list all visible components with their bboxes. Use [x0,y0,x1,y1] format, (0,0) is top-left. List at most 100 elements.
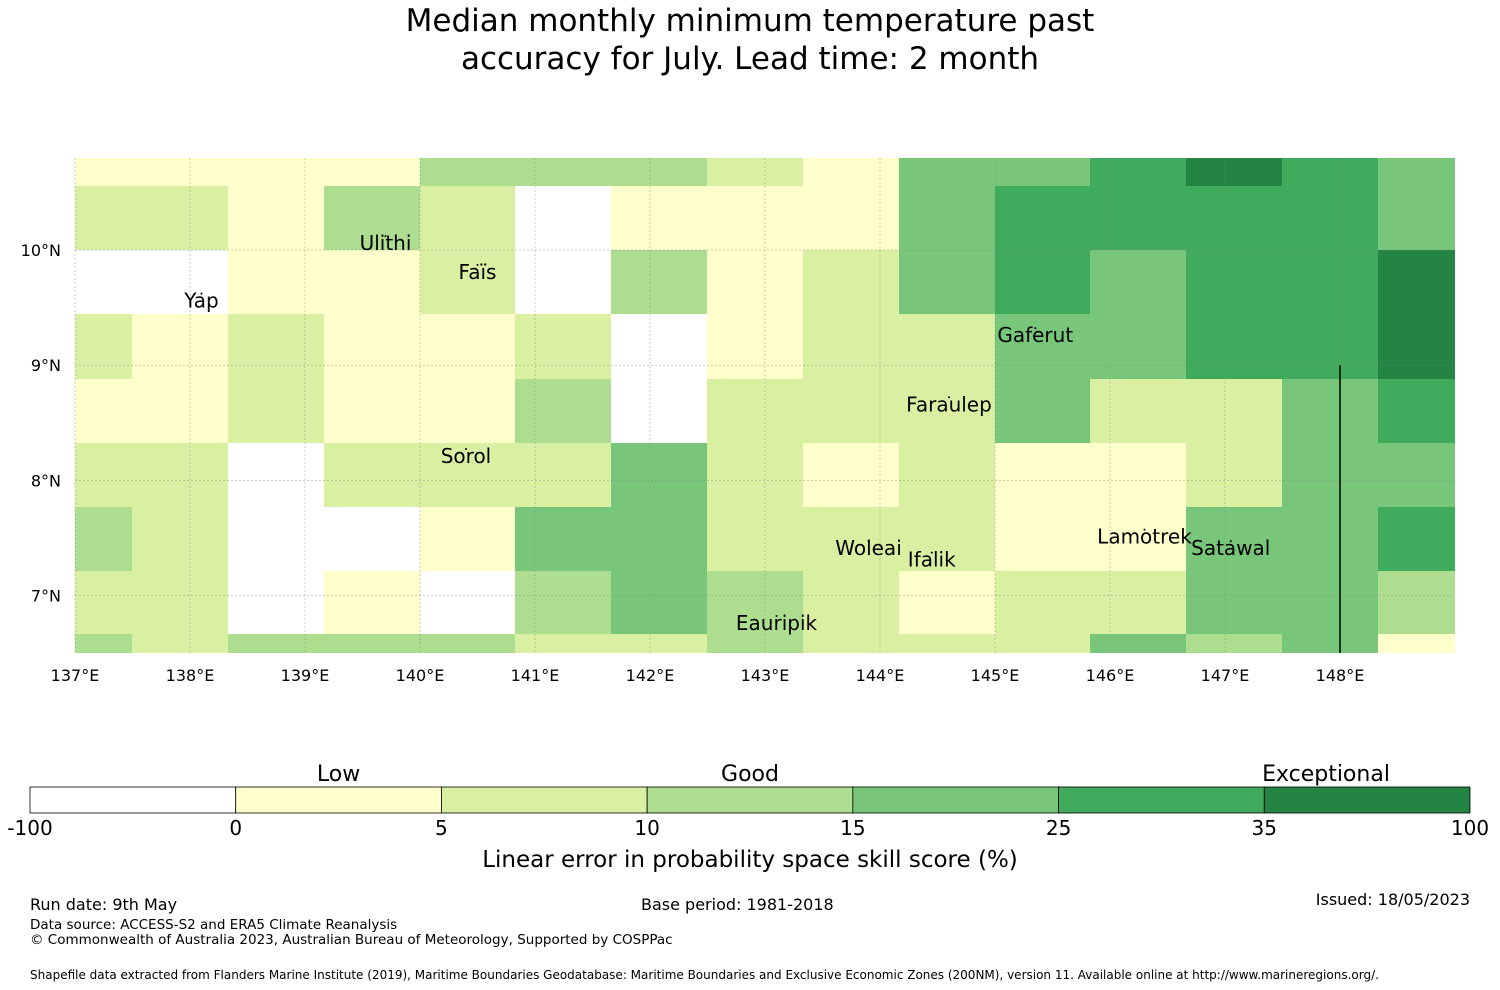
grid-cell [899,186,995,250]
grid-cell [1282,250,1378,314]
grid-cell [132,186,228,250]
grid-cell [1378,507,1455,571]
grid-cell [707,379,803,443]
grid-cell [1282,379,1378,443]
colorbar-swatch [646,786,854,814]
grid-cell [995,186,1090,250]
island-marker [476,263,479,266]
grid-cell [803,379,899,443]
grid-cell [899,250,995,314]
grid-cell [899,314,995,379]
colorbar-swatch [1263,786,1471,814]
grid-cell [611,186,707,250]
grid-cell [1378,158,1455,186]
grid-cell [707,571,803,634]
colorbar-tick-label: 5 [435,816,448,840]
grid-cell [611,250,707,314]
grid-cell [515,186,611,250]
grid-cell [803,186,899,250]
grid-cell [228,634,324,653]
lon-tick-label: 141°E [511,666,560,685]
island-label: Woleai [835,536,902,560]
grid-cell [1282,634,1378,653]
island-marker [1034,327,1037,330]
grid-cell [1186,634,1282,653]
island-label: Lamotrek [1097,525,1192,549]
grid-cell [228,186,324,250]
grid-cell [803,634,899,653]
grid-cell [75,379,132,443]
grid-cell [1090,158,1186,186]
lat-tick-label: 9°N [31,356,61,375]
lat-tick-label: 10°N [21,241,61,260]
grid-cell [75,507,132,571]
grid-cell [420,314,515,379]
grid-cell [132,507,228,571]
island-marker [930,551,933,554]
colorbar-swatch [235,786,442,814]
grid-cell [228,443,324,507]
grid-cell [420,186,515,250]
grid-cell [132,443,228,507]
colorbar-swatch [1058,786,1265,814]
grid-cell [611,507,707,571]
grid-cell [1186,443,1282,507]
island-marker [200,292,203,295]
grid-cell [803,443,899,507]
grid-cell [803,571,899,634]
grid-cell [1378,571,1455,634]
grid-cell [1378,186,1455,250]
grid-cell [515,314,611,379]
grid-cell [707,314,803,379]
island-marker [465,448,467,451]
colorbar-category-label: Good [721,762,779,787]
grid-cell [1378,314,1455,379]
grid-cell [1282,443,1378,507]
grid-cell [1186,250,1282,314]
grid-cell [515,507,611,571]
island-marker [867,540,870,543]
map-gridlines [74,158,1455,653]
lon-tick-label: 137°E [51,666,100,685]
island-label: Satawal [1191,536,1270,560]
colorbar-tick-label: 15 [840,816,865,840]
lon-tick-label: 146°E [1086,666,1135,685]
lon-tick-label: 138°E [166,666,215,685]
grid-cell [611,314,707,379]
run-date: Run date: 9th May [30,895,178,914]
grid-cell [995,571,1090,634]
grid-cell [420,379,515,443]
grid-cell [1090,186,1186,250]
grid-cell [1186,507,1282,571]
grid-cell [1282,571,1378,634]
map-axis-labels: 137°E 138°E 139°E 140°E 141°E 142°E 143°E 144°E… [21,241,1365,685]
grid-cell [803,158,899,186]
lon-tick-label: 139°E [281,666,330,685]
grid-cell [995,443,1090,507]
grid-cell [611,379,707,443]
grid-cell [899,443,995,507]
island-label: Faïs [459,260,497,284]
grid-cell [1378,443,1455,507]
island-label: Ifalik [908,548,956,572]
grid-cell [1378,250,1455,314]
grid-cell [611,634,707,653]
grid-cell [1378,634,1455,653]
colorbar-category-label: Exceptional [1262,762,1390,787]
island-label: Sorol [441,444,492,468]
grid-cell [1186,158,1282,186]
island-marker [1143,528,1146,531]
island-label: Ulithi [360,231,412,255]
grid-cell [75,158,132,186]
grid-cell [1090,314,1186,379]
chart-title: Median monthly minimum temperature past … [0,2,1500,78]
grid-cell [1090,507,1186,571]
grid-cell [515,250,611,314]
island-label: Eauripik [736,611,818,635]
lon-tick-label: 148°E [1316,666,1365,685]
lon-tick-label: 143°E [741,666,790,685]
colorbar-title: Linear error in probability space skill … [482,847,1018,873]
grid-cell [707,250,803,314]
colorbar-swatch [441,786,648,814]
